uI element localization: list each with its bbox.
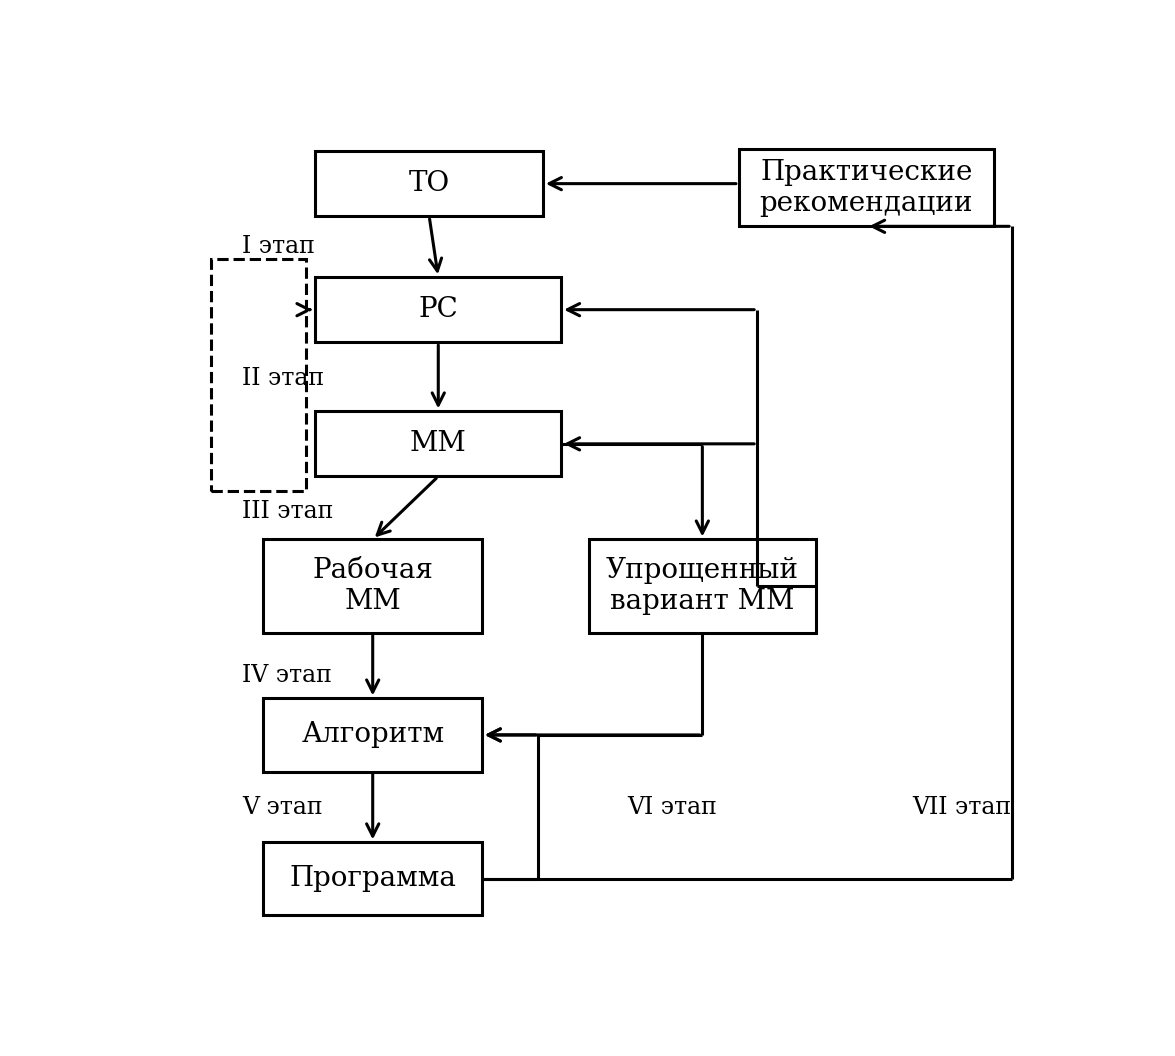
Text: РС: РС: [418, 296, 458, 323]
Bar: [315, 151, 543, 216]
Text: Упрощенный
вариант ММ: Упрощенный вариант ММ: [606, 557, 799, 616]
Bar: [263, 843, 482, 916]
Text: V этап: V этап: [242, 796, 323, 818]
Text: Практические
рекомендации: Практические рекомендации: [759, 158, 973, 216]
Text: VII этап: VII этап: [912, 796, 1010, 818]
Text: Программа: Программа: [289, 865, 456, 892]
Text: Рабочая
ММ: Рабочая ММ: [313, 557, 434, 616]
Bar: [589, 540, 817, 633]
Text: IV этап: IV этап: [242, 664, 333, 687]
Text: Алгоритм: Алгоритм: [301, 721, 444, 749]
Text: ТО: ТО: [409, 170, 450, 197]
Text: II этап: II этап: [242, 367, 324, 391]
Text: ММ: ММ: [410, 431, 466, 457]
Bar: [263, 698, 482, 772]
Text: III этап: III этап: [242, 499, 334, 523]
Text: I этап: I этап: [242, 234, 315, 258]
Bar: [739, 149, 994, 226]
Bar: [263, 540, 482, 633]
Text: VI этап: VI этап: [627, 796, 718, 818]
Bar: [315, 277, 562, 342]
Bar: [210, 260, 307, 491]
Bar: [315, 412, 562, 476]
